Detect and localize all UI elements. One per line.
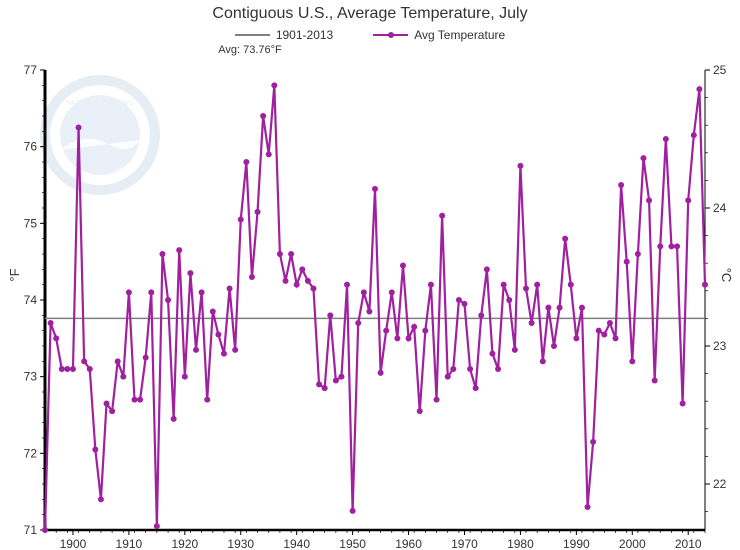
svg-text:1930: 1930	[227, 537, 254, 550]
svg-text:22: 22	[713, 477, 727, 491]
svg-text:1970: 1970	[451, 537, 478, 550]
svg-text:72: 72	[24, 446, 38, 460]
svg-text:77: 77	[24, 63, 38, 77]
svg-text:1920: 1920	[171, 537, 198, 550]
svg-text:71: 71	[24, 523, 38, 537]
svg-text:76: 76	[24, 140, 38, 154]
chart-svg: 71 72 73 74 75 76 77 22 23 24 25 1900 1910 1920 1930 19…	[0, 0, 740, 550]
svg-text:1990: 1990	[563, 537, 590, 550]
svg-text:1910: 1910	[116, 537, 143, 550]
svg-text:25: 25	[713, 63, 727, 77]
svg-text:1960: 1960	[395, 537, 422, 550]
svg-text:73: 73	[24, 370, 38, 384]
svg-text:2010: 2010	[675, 537, 702, 550]
svg-text:1940: 1940	[283, 537, 310, 550]
svg-text:1980: 1980	[507, 537, 534, 550]
svg-text:24: 24	[713, 201, 727, 215]
temperature-chart: Contiguous U.S., Average Temperature, Ju…	[0, 0, 740, 550]
svg-text:2000: 2000	[619, 537, 646, 550]
svg-text:1900: 1900	[60, 537, 87, 550]
svg-text:23: 23	[713, 339, 727, 353]
svg-text:74: 74	[24, 293, 38, 307]
svg-text:1950: 1950	[339, 537, 366, 550]
svg-text:75: 75	[24, 216, 38, 230]
